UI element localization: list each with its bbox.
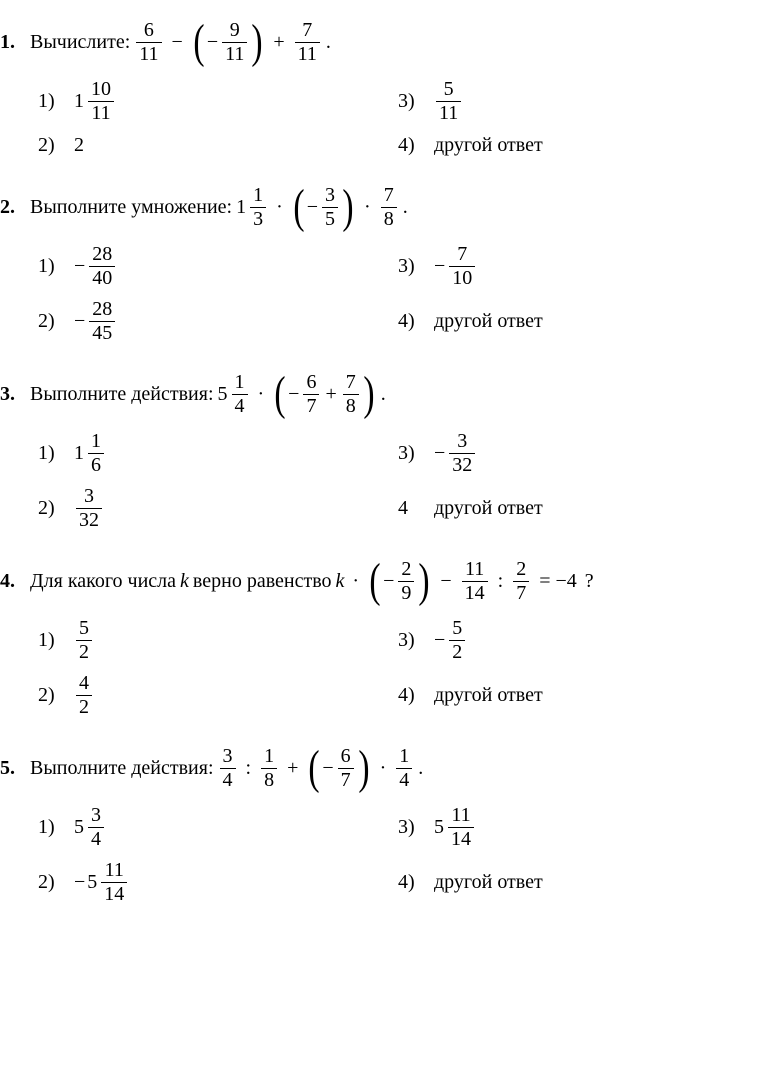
mixed-number: 11011 xyxy=(74,79,116,124)
answer-3: 3)−710 xyxy=(398,244,763,289)
tail: . xyxy=(326,31,331,54)
answer-3: 3)511 xyxy=(398,79,763,124)
answer-4: 4)другой ответ xyxy=(398,134,763,157)
answer-1: 1)52 xyxy=(38,618,398,663)
problem-text: Выполните умножение: 113 · (−35) · 78 . xyxy=(30,185,408,230)
prompt-a: Для какого числа xyxy=(30,570,176,593)
operator-minus: − xyxy=(440,570,451,593)
problem-1: 1. Вычислите: 611 − (−911) + 711 . 1)110… xyxy=(0,20,763,157)
answer-grid: 1)11011 3)511 2)2 4)другой ответ xyxy=(38,79,763,157)
operator-minus: − xyxy=(172,31,183,54)
answer-4: 4другой ответ xyxy=(398,486,763,531)
paren-group: (−67) xyxy=(306,746,371,791)
tail: ? xyxy=(585,570,594,593)
variable-k: k xyxy=(336,570,345,593)
problem-text: Для какого числа k верно равенство k · (… xyxy=(30,559,594,604)
equals: = −4 xyxy=(539,570,577,593)
answer-2: 2)42 xyxy=(38,673,398,718)
operator-dot: · xyxy=(258,383,265,406)
paren-left-icon: ( xyxy=(293,188,304,226)
paren-group: (−911) xyxy=(191,20,266,65)
fraction: 911 xyxy=(222,20,247,65)
tail: . xyxy=(403,196,408,219)
answer-4: 4)другой ответ xyxy=(398,673,763,718)
prompt-b: верно равенство xyxy=(193,570,332,593)
operator-plus: + xyxy=(273,31,284,54)
paren-left-icon: ( xyxy=(193,23,204,61)
operator-dot: · xyxy=(380,757,387,780)
answer-2: 2)−51114 xyxy=(38,860,398,905)
answer-4: 4)другой ответ xyxy=(398,299,763,344)
problem-number: 4. xyxy=(0,570,30,593)
answer-grid: 1)52 3)−52 2)42 4)другой ответ xyxy=(38,618,763,718)
problem-row: 2. Выполните умножение: 113 · (−35) · 78… xyxy=(0,185,763,230)
problem-4: 4. Для какого числа k верно равенство k … xyxy=(0,559,763,718)
answer-2: 2)332 xyxy=(38,486,398,531)
prompt: Выполните действия: xyxy=(30,757,214,780)
answer-grid: 1)−2840 3)−710 2)−2845 4)другой ответ xyxy=(38,244,763,344)
problem-text: Выполните действия: 514 · (−67+78) . xyxy=(30,372,386,417)
answer-4: 4)другой ответ xyxy=(398,860,763,905)
answer-3: 3)−52 xyxy=(398,618,763,663)
paren-left-icon: ( xyxy=(275,375,286,413)
variable-k: k xyxy=(180,570,189,593)
answer-2: 2)−2845 xyxy=(38,299,398,344)
problem-number: 5. xyxy=(0,757,30,780)
paren-group: (−29) xyxy=(367,559,432,604)
problem-row: 1. Вычислите: 611 − (−911) + 711 . xyxy=(0,20,763,65)
problem-2: 2. Выполните умножение: 113 · (−35) · 78… xyxy=(0,185,763,344)
operator-divide: : xyxy=(498,570,504,593)
mixed-number: 113 xyxy=(236,185,268,230)
problem-number: 3. xyxy=(0,383,30,406)
problem-row: 5. Выполните действия: 34 : 18 + (−67) ·… xyxy=(0,746,763,791)
answer-1: 1)534 xyxy=(38,805,398,850)
answer-grid: 1)116 3)−332 2)332 4другой ответ xyxy=(38,431,763,531)
mixed-number: 514 xyxy=(218,372,250,417)
operator-dot: · xyxy=(276,196,283,219)
tail: . xyxy=(381,383,386,406)
fraction: 511 xyxy=(436,79,461,124)
fraction: 711 xyxy=(295,20,320,65)
paren-right-icon: ) xyxy=(363,375,374,413)
fraction: 78 xyxy=(381,185,397,230)
operator-plus: + xyxy=(287,757,298,780)
answer-1: 1)116 xyxy=(38,431,398,476)
answer-3: 3)51114 xyxy=(398,805,763,850)
paren-group: (−35) xyxy=(291,185,356,230)
prompt: Вычислите: xyxy=(30,31,130,54)
prompt: Выполните умножение: xyxy=(30,196,232,219)
paren-right-icon: ) xyxy=(342,188,353,226)
problem-number: 2. xyxy=(0,196,30,219)
paren-right-icon: ) xyxy=(252,23,263,61)
problem-number: 1. xyxy=(0,31,30,54)
problem-text: Вычислите: 611 − (−911) + 711 . xyxy=(30,20,331,65)
operator-dot: · xyxy=(352,570,359,593)
problem-row: 4. Для какого числа k верно равенство k … xyxy=(0,559,763,604)
answer-2: 2)2 xyxy=(38,134,398,157)
paren-left-icon: ( xyxy=(309,749,320,787)
tail: . xyxy=(418,757,423,780)
operator-dot: · xyxy=(364,196,371,219)
prompt: Выполните действия: xyxy=(30,383,214,406)
answer-1: 1)−2840 xyxy=(38,244,398,289)
answer-grid: 1)534 3)51114 2)−51114 4)другой ответ xyxy=(38,805,763,905)
paren-right-icon: ) xyxy=(419,562,430,600)
paren-group: (−67+78) xyxy=(272,372,377,417)
answer-3: 3)−332 xyxy=(398,431,763,476)
answer-1: 1)11011 xyxy=(38,79,398,124)
problem-row: 3. Выполните действия: 514 · (−67+78) . xyxy=(0,372,763,417)
operator-divide: : xyxy=(246,757,252,780)
problem-text: Выполните действия: 34 : 18 + (−67) · 14… xyxy=(30,746,423,791)
problem-3: 3. Выполните действия: 514 · (−67+78) . … xyxy=(0,372,763,531)
fraction: 611 xyxy=(136,20,161,65)
problem-5: 5. Выполните действия: 34 : 18 + (−67) ·… xyxy=(0,746,763,905)
paren-left-icon: ( xyxy=(369,562,380,600)
paren-right-icon: ) xyxy=(358,749,369,787)
